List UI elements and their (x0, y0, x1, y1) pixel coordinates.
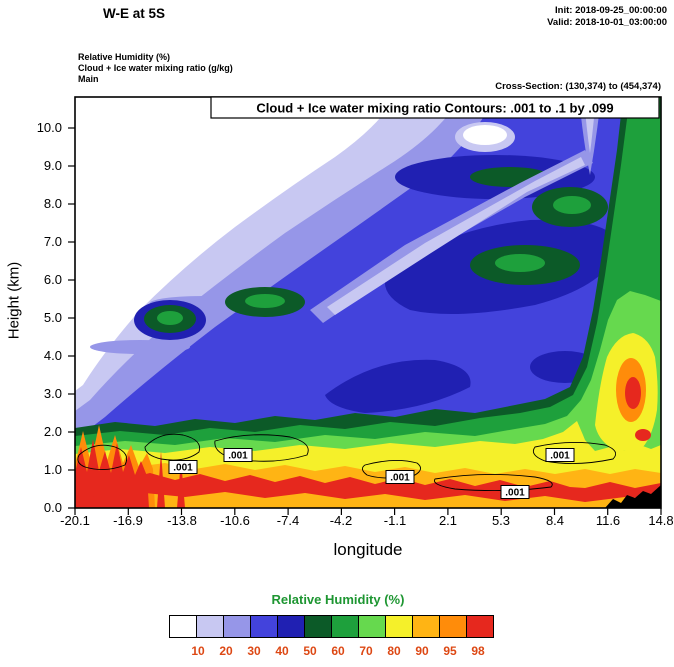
contour-label-box (223, 448, 253, 462)
init-time: Init: 2018-09-25_00:00:00 (555, 5, 667, 16)
colorbar-label: 40 (275, 644, 289, 658)
x-tick-label: -10.6 (220, 513, 250, 528)
valid-time: Valid: 2018-10-01_03:00:00 (547, 16, 667, 28)
x-tick-label: -4.2 (329, 513, 353, 528)
colorbar-label: 30 (247, 644, 261, 658)
x-tick-label: 8.4 (545, 513, 565, 528)
dry-streak (90, 340, 190, 354)
cross-section-label: Cross-Section: (130,374) to (454,374) (495, 81, 661, 92)
x-tick-label: -13.8 (167, 513, 197, 528)
green-patch-mid-inner (245, 294, 285, 308)
x-tick-label: -1.1 (383, 513, 407, 528)
contour-label: .001 (228, 451, 248, 462)
pale-diagonal-core (327, 157, 585, 315)
contour-label: .001 (390, 473, 410, 484)
colorbar-label: 20 (219, 644, 233, 658)
y-axis-title: Height (km) (5, 261, 23, 340)
run-times: Init: 2018-09-25_00:00:00 Valid: 2018-10… (547, 5, 667, 28)
colorbar-cell (331, 615, 359, 638)
colorbar-cell (196, 615, 224, 638)
terrain (605, 485, 661, 508)
field-line-2: Cloud + Ice water mixing ratio (g/kg) (78, 63, 233, 73)
colorbar-cell (466, 615, 494, 638)
colorbar-cell (358, 615, 386, 638)
colorbar (169, 615, 508, 638)
colorbar-cell (277, 615, 305, 638)
field-line-3: Main (78, 74, 99, 84)
colorbar-cell (439, 615, 467, 638)
field-legend: Relative Humidity (%) Cloud + Ice water … (78, 52, 233, 85)
y-tick-label: 4.0 (43, 348, 62, 363)
cloud-contour-lines (77, 433, 617, 492)
moist-blob-green (157, 311, 183, 325)
y-tick-label: 10.0 (36, 120, 62, 135)
y-tick-label: 6.0 (43, 272, 62, 287)
contour-label-box (500, 485, 530, 499)
y-tick-label: 2.0 (43, 424, 62, 439)
x-tick-label: 14.8 (648, 513, 674, 528)
cross-section-plot: .001 .001 .001 .001 .001 (68, 96, 662, 515)
cloud-contour (433, 473, 553, 492)
navy-patch-low (325, 359, 471, 413)
colorbar-cell (385, 615, 413, 638)
colorbar-label: 98 (471, 644, 485, 658)
contour-label-box (168, 460, 198, 474)
contour-label: .001 (505, 488, 525, 499)
x-tick-label: 2.1 (438, 513, 458, 528)
x-tick-label: 11.6 (595, 513, 621, 528)
y-tick-label: 9.0 (43, 158, 62, 173)
colorbar-label: 50 (303, 644, 317, 658)
field-line-1: Relative Humidity (%) (78, 52, 171, 62)
cloud-contour (77, 444, 128, 470)
colorbar-label: 80 (387, 644, 401, 658)
cloud-top-white (463, 125, 507, 145)
cloud-contour (362, 460, 421, 479)
right-column-red-spot (635, 429, 651, 441)
cloud-contour (532, 441, 617, 465)
y-tick-label: 1.0 (43, 462, 62, 477)
contour-label: .001 (550, 451, 570, 462)
x-tick-label: -16.9 (113, 513, 143, 528)
band-dkgreen (75, 97, 661, 508)
green-patch-right-upper-inner (553, 196, 591, 214)
cloud-contour (144, 433, 201, 461)
colorbar-cell (223, 615, 251, 638)
y-tick-label: 8.0 (43, 196, 62, 211)
x-tick-label: -20.1 (60, 513, 90, 528)
y-tick-label: 5.0 (43, 310, 62, 325)
y-tick-label: 3.0 (43, 386, 62, 401)
colorbar-title: Relative Humidity (%) (271, 592, 405, 607)
colorbar-label: 10 (191, 644, 205, 658)
axis-ticks (68, 127, 662, 515)
inset-title-box (210, 96, 660, 119)
inset-title: Cloud + Ice water mixing ratio Contours:… (256, 101, 613, 116)
y-tick-label: 0.0 (43, 500, 62, 515)
x-tick-label: -7.4 (276, 513, 300, 528)
x-axis-title: longitude (333, 540, 403, 559)
green-core-central-inner (495, 254, 545, 272)
y-tick-label: 7.0 (43, 234, 62, 249)
colorbar-cell (250, 615, 278, 638)
contour-label-box (545, 448, 575, 462)
x-tick-label: 5.3 (491, 513, 511, 528)
contour-label: .001 (173, 463, 193, 474)
rh-shaded-field: .001 .001 .001 .001 .001 (75, 97, 661, 508)
right-column-red (625, 377, 641, 409)
colorbar-cell (169, 615, 197, 638)
colorbar-cell (412, 615, 440, 638)
colorbar-cell (304, 615, 332, 638)
contour-label-box (385, 470, 415, 484)
page-title: W-E at 5S (103, 6, 165, 21)
colorbar-label: 95 (443, 644, 457, 658)
contour-label-boxes: .001 .001 .001 .001 .001 (168, 448, 575, 499)
colorbar-label: 70 (359, 644, 373, 658)
dry-wedge-white (75, 97, 395, 391)
colorbar-label: 90 (415, 644, 429, 658)
colorbar-label: 60 (331, 644, 345, 658)
